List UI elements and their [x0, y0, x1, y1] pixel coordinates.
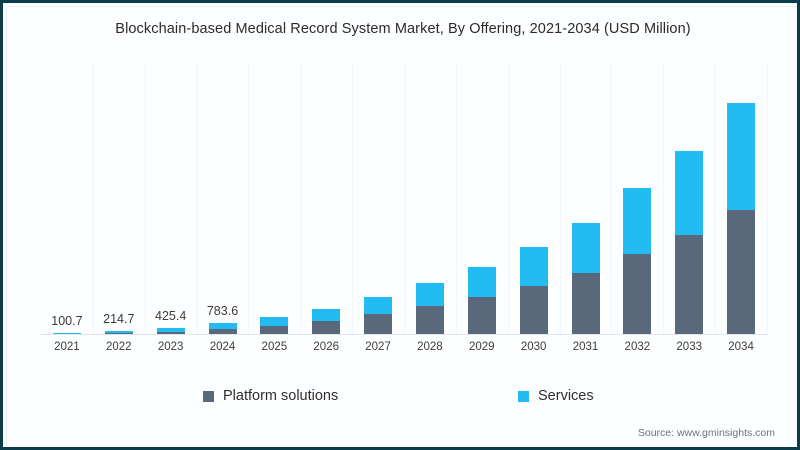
legend-item-services[interactable]: Services [518, 388, 594, 404]
legend-swatch-icon-services [518, 390, 529, 402]
x-tick-label-2029: 2029 [468, 341, 495, 353]
bar-segment-platform-solutions-2026[interactable] [312, 321, 341, 335]
bar-column-2024[interactable]: 783.6 [207, 304, 238, 335]
gridline [352, 63, 354, 335]
bar-column-2028[interactable] [415, 283, 444, 335]
x-axis-line [41, 334, 767, 335]
bar-segment-platform-solutions-2033[interactable] [675, 235, 704, 335]
bar-segment-platform-solutions-2024[interactable] [208, 329, 237, 335]
bar-segment-services-2033[interactable] [675, 151, 704, 235]
legend-swatch-icon-platform-solutions [203, 390, 214, 402]
bar-segment-platform-solutions-2028[interactable] [415, 306, 444, 335]
bar-value-label-2021: 100.7 [51, 314, 83, 328]
bar-segment-platform-solutions-2025[interactable] [260, 326, 289, 335]
gridline [404, 63, 405, 335]
bar-segment-services-2032[interactable] [623, 188, 652, 254]
bar-segment-services-2024[interactable] [208, 323, 237, 329]
bar-column-2025[interactable] [260, 317, 289, 335]
x-tick-label-2032: 2032 [624, 341, 651, 353]
bar-segment-services-2022[interactable] [104, 331, 133, 333]
bar-segment-services-2025[interactable] [260, 317, 289, 326]
x-tick-label-2022: 2022 [105, 341, 132, 353]
bar-value-label-2022: 214.7 [103, 312, 135, 326]
bar-segment-platform-solutions-2034[interactable] [727, 210, 756, 335]
bar-column-2029[interactable] [467, 267, 496, 335]
bar-column-2027[interactable] [364, 297, 393, 335]
bar-segment-services-2030[interactable] [519, 247, 548, 286]
x-axis-tick-labels: 2021 2022 2023 2024 2025 2026 2027 2028 2029 2030… [41, 341, 767, 361]
source-attribution: Source: www.gminsights.com [637, 427, 775, 439]
gridline [767, 63, 768, 335]
gridline [300, 63, 302, 335]
x-tick-label-2026: 2026 [313, 341, 339, 353]
x-tick-label-2023: 2023 [157, 341, 184, 353]
gridline [715, 63, 717, 335]
bar-column-2032[interactable] [623, 188, 652, 335]
x-tick-label-2034: 2034 [728, 341, 754, 353]
bar-segment-services-2029[interactable] [467, 267, 496, 297]
gridline [507, 63, 509, 335]
bar-segment-services-2027[interactable] [364, 297, 393, 314]
bar-segment-platform-solutions-2027[interactable] [364, 314, 393, 335]
bar-column-2033[interactable] [675, 151, 704, 335]
bar-column-2023[interactable]: 425.4 [155, 309, 186, 335]
bar-segment-services-2023[interactable] [156, 328, 185, 332]
gridline [196, 63, 198, 335]
bar-segment-services-2031[interactable] [571, 223, 600, 273]
x-tick-label-2024: 2024 [209, 341, 236, 353]
gridline [92, 63, 94, 335]
x-tick-label-2027: 2027 [365, 341, 391, 353]
x-tick-label-2028: 2028 [417, 341, 443, 353]
gridline [248, 63, 250, 335]
bar-column-2034[interactable] [727, 103, 756, 335]
bar-column-2030[interactable] [519, 247, 548, 335]
gridline [559, 63, 561, 335]
gridline [663, 63, 665, 335]
bar-segment-platform-solutions-2029[interactable] [467, 297, 496, 335]
legend-label-services: Services [538, 388, 594, 404]
bar-column-2026[interactable] [312, 309, 341, 335]
bar-segment-services-2028[interactable] [415, 283, 444, 306]
bar-segment-services-2021[interactable] [52, 333, 81, 334]
x-tick-label-2030: 2030 [520, 341, 547, 353]
bar-value-label-2023: 425.4 [155, 309, 187, 323]
bar-value-label-2024: 783.6 [206, 304, 239, 318]
bar-segment-platform-solutions-2023[interactable] [156, 332, 185, 335]
bar-segment-platform-solutions-2030[interactable] [519, 286, 548, 335]
x-tick-label-2033: 2033 [676, 341, 702, 353]
bar-column-2031[interactable] [571, 223, 600, 335]
chart-legend: Platform solutions Services [3, 388, 797, 412]
x-tick-label-2031: 2031 [572, 341, 599, 353]
bar-segment-services-2034[interactable] [727, 103, 756, 210]
gridline [611, 63, 613, 335]
bar-segment-platform-solutions-2032[interactable] [623, 254, 652, 335]
bar-segment-platform-solutions-2031[interactable] [571, 273, 600, 335]
chart-title: Blockchain-based Medical Record System M… [115, 21, 691, 37]
legend-label-platform-solutions: Platform solutions [223, 388, 339, 404]
plot-area: 100.7 214.7 425.4 783.6 [41, 63, 768, 335]
gridline [455, 63, 457, 335]
gridline [144, 63, 146, 335]
bar-segment-services-2026[interactable] [312, 309, 341, 321]
x-tick-label-2021: 2021 [54, 341, 80, 353]
legend-item-platform-solutions[interactable]: Platform solutions [203, 388, 338, 404]
x-tick-label-2025: 2025 [261, 341, 288, 353]
